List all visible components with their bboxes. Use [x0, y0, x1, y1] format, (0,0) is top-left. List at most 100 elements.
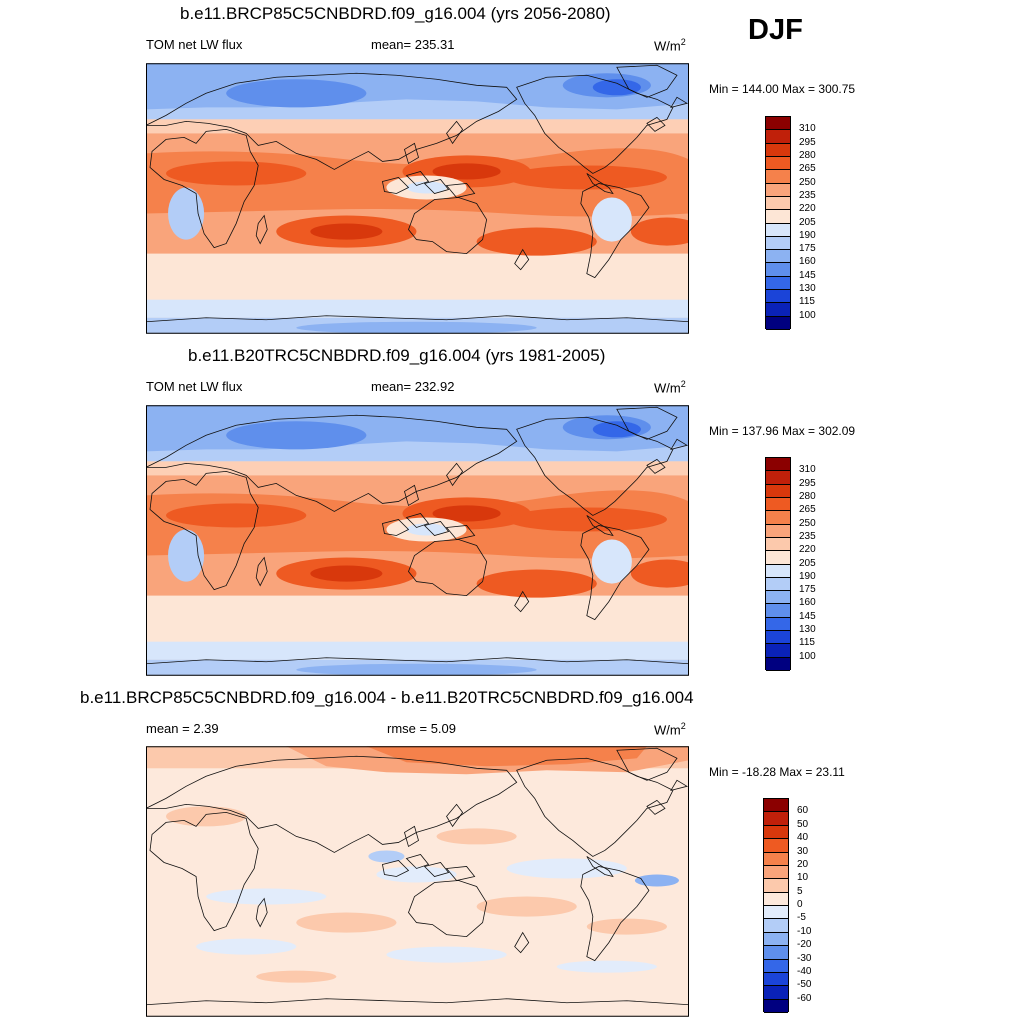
colorbar-swatch [764, 799, 788, 813]
colorbar-swatch [764, 852, 788, 866]
panel1-mean: mean= 235.31 [371, 37, 455, 52]
colorbar-swatch [766, 511, 790, 525]
colorbar-swatch [766, 250, 790, 264]
colorbar-swatch [766, 156, 790, 171]
colorbar-swatch [766, 130, 790, 144]
colorbar-tick-label: 20 [797, 858, 809, 870]
colorbar-tick-label: 265 [799, 504, 816, 516]
colorbar-tick-label: 175 [799, 243, 816, 255]
colorbar-swatch [764, 932, 788, 947]
colorbar-tick-label: 250 [799, 176, 816, 188]
colorbar-tick-label: -30 [797, 952, 812, 964]
colorbar-swatch [766, 263, 790, 277]
colorbar-swatch [764, 919, 788, 933]
colorbar-tick-label: 220 [799, 544, 816, 556]
colorbar-tick-label: 100 [799, 309, 816, 321]
colorbar-swatch [766, 524, 790, 538]
panel2-variable-label: TOM net LW flux [146, 379, 243, 394]
colorbar-tick-label: 60 [797, 805, 809, 817]
colorbar-tick-label: 115 [799, 296, 815, 308]
colorbar-tick-label: 40 [797, 832, 809, 844]
panel2-map [146, 405, 689, 676]
colorbar-swatch [766, 551, 790, 565]
panel1-map [146, 63, 689, 334]
colorbar-frame [765, 457, 791, 671]
colorbar-tick-label: 235 [799, 189, 816, 201]
colorbar-frame [765, 116, 791, 330]
colorbar-swatch [766, 303, 790, 317]
colorbar-tick-label: 250 [799, 517, 816, 529]
colorbar-frame [763, 798, 789, 1013]
colorbar-swatch [764, 865, 788, 880]
colorbar-tick-label: -10 [797, 925, 812, 937]
colorbar-swatch [766, 604, 790, 618]
colorbar-swatch [766, 316, 790, 330]
colorbar-swatch [766, 223, 790, 237]
colorbar-swatch [766, 458, 790, 472]
colorbar-tick-label: 235 [799, 530, 816, 542]
colorbar-tick-label: 310 [799, 123, 816, 135]
colorbar-swatch [766, 117, 790, 131]
panel3-units: W/m2 [654, 721, 686, 738]
panel3-colorbar: 60 50 40 30 20 10 5 0 -5 -10 -20 -30 -40 -50 -60 [763, 798, 811, 1013]
colorbar-tick-label: 190 [799, 229, 816, 241]
colorbar-tick-label: 205 [799, 216, 816, 228]
colorbar-swatch [766, 471, 790, 485]
colorbar-tick-label: 190 [799, 570, 816, 582]
panel2-minmax: Min = 137.96 Max = 302.09 [709, 424, 856, 438]
colorbar-tick-label: -40 [797, 965, 812, 977]
colorbar-tick-label: 295 [799, 136, 816, 148]
colorbar-swatch [766, 631, 790, 645]
colorbar-tick-label: 175 [799, 584, 816, 596]
colorbar-swatch [766, 484, 790, 498]
colorbar-swatch [766, 210, 790, 224]
colorbar-tick-label: 220 [799, 203, 816, 215]
panel3-minmax: Min = -18.28 Max = 23.11 [709, 765, 845, 779]
colorbar-swatch [766, 577, 790, 592]
colorbar-tick-label: 280 [799, 490, 816, 502]
colorbar-swatch [764, 946, 788, 960]
colorbar-swatch [766, 143, 790, 157]
colorbar-tick-label: -50 [797, 979, 812, 991]
colorbar-swatch [766, 591, 790, 605]
colorbar-tick-label: 160 [799, 597, 816, 609]
colorbar-tick-label: 295 [799, 477, 816, 489]
colorbar-swatch [766, 196, 790, 211]
colorbar-swatch [764, 986, 788, 1000]
colorbar-swatch [764, 906, 788, 920]
panel3-mean: mean = 2.39 [146, 721, 219, 736]
colorbar-swatch [764, 959, 788, 973]
colorbar-tick-label: 160 [799, 256, 816, 268]
colorbar-tick-label: 50 [797, 818, 809, 830]
panel1-colorbar: 310 295 280 265 250 235 220 205 190 175 160 145 130 1… [765, 116, 816, 330]
colorbar-swatch [766, 564, 790, 578]
colorbar-swatch [764, 839, 788, 853]
panel2-mean: mean= 232.92 [371, 379, 455, 394]
colorbar-swatch [764, 999, 788, 1013]
colorbar-swatch [766, 617, 790, 632]
colorbar-tick-label: 30 [797, 845, 809, 857]
colorbar-swatch [766, 170, 790, 184]
panel3-title: b.e11.BRCP85C5CNBDRD.f09_g16.004 - b.e11… [80, 688, 694, 707]
panel1-minmax: Min = 144.00 Max = 300.75 [709, 82, 856, 96]
colorbar-tick-label: 145 [799, 269, 816, 281]
colorbar-tick-label: 5 [797, 885, 803, 897]
colorbar-tick-label: 280 [799, 149, 816, 161]
colorbar-tick-label: 0 [797, 899, 803, 910]
colorbar-tick-label: -20 [797, 939, 812, 951]
panel1-units: W/m2 [654, 37, 686, 54]
colorbar-swatch [766, 497, 790, 512]
colorbar-swatch [766, 644, 790, 658]
colorbar-swatch [766, 537, 790, 552]
colorbar-swatch [764, 812, 788, 826]
colorbar-swatch [764, 892, 788, 906]
colorbar-tick-label: 115 [799, 637, 815, 649]
panel3-rmse: rmse = 5.09 [387, 721, 457, 736]
colorbar-swatch [764, 825, 788, 840]
colorbar-tick-label: 145 [799, 610, 816, 622]
panel1-variable-label: TOM net LW flux [146, 37, 243, 52]
colorbar-swatch [766, 236, 790, 251]
colorbar-swatch [766, 183, 790, 197]
season-label: DJF [748, 14, 803, 46]
panel2-units: W/m2 [654, 379, 686, 396]
